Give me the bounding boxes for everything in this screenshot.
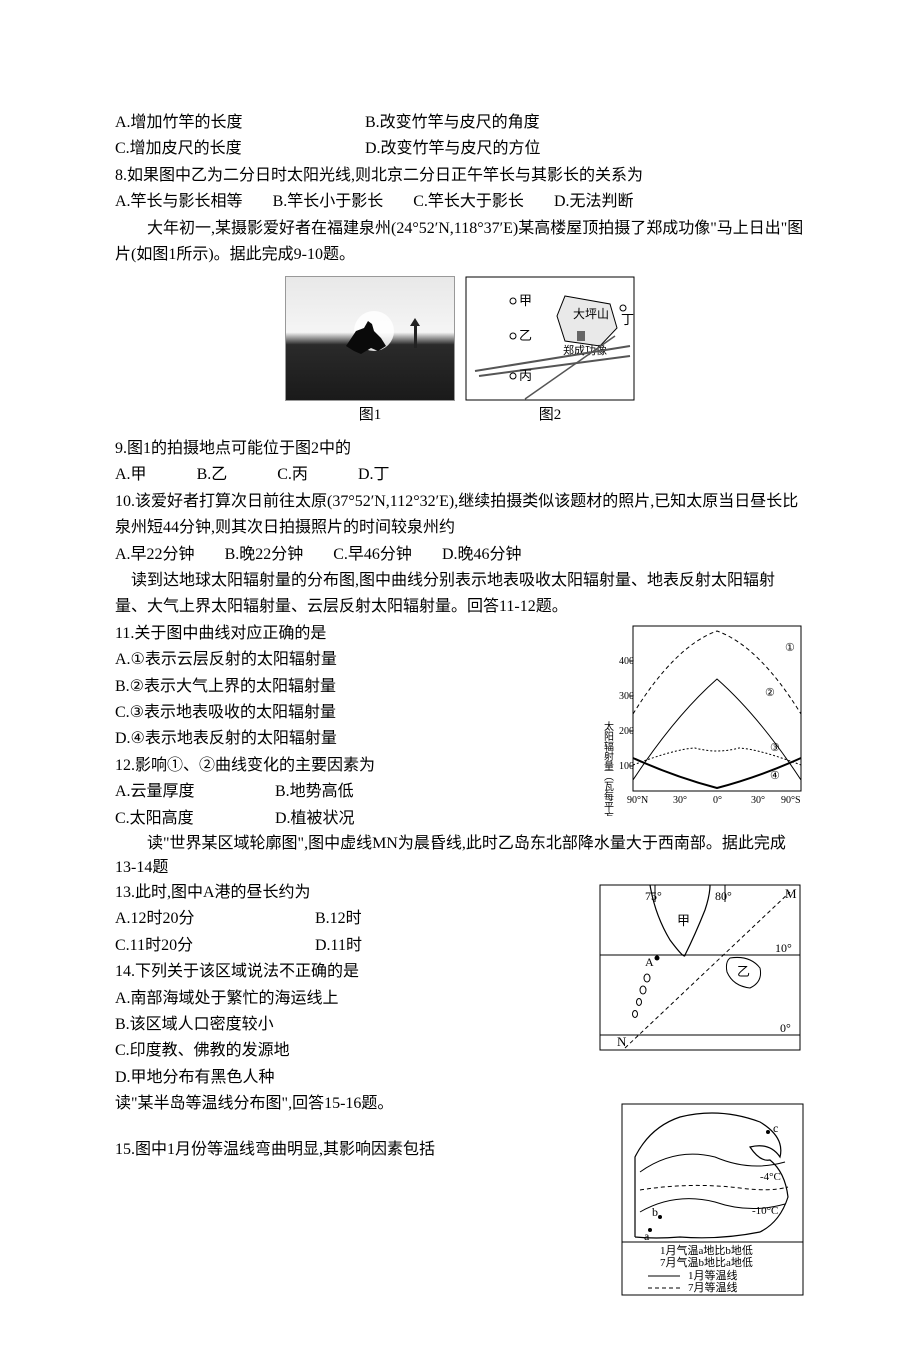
svg-text:b: b <box>652 1205 658 1219</box>
option-a: A.12时20分 <box>115 906 285 932</box>
svg-text:-4°C: -4°C <box>760 1171 781 1183</box>
svg-text:1月等温线: 1月等温线 <box>688 1268 738 1282</box>
option-a: A.早22分钟 <box>115 542 195 568</box>
isotherm-map: c -4°C -10°C a b 1月气温a地比b地低 7月气温b地比a地低 1… <box>620 1102 805 1297</box>
map-figure-2: 大坪山 郑成功像 甲 乙 丙 丁 <box>465 276 635 401</box>
figure-2: 大坪山 郑成功像 甲 乙 丙 丁 图2 <box>465 276 635 428</box>
q8-options: A.竿长与影长相等 B.竿长小于影长 C.竿长大于影长 D.无法判断 <box>115 189 805 215</box>
q13-options-row2: C.11时20分 D.11时 <box>115 933 585 959</box>
option-a: A.甲 <box>115 462 147 488</box>
option-a: A.增加竹竿的长度 <box>115 110 365 136</box>
q9-options: A.甲 B.乙 C.丙 D.丁 <box>115 462 805 488</box>
option-d: D.丁 <box>358 462 390 488</box>
q10-options: A.早22分钟 B.晚22分钟 C.早46分钟 D.晚46分钟 <box>115 542 805 568</box>
radiation-chart: 100 200 300 400 太阳辐射量（瓦每平方米） 90°N 30° 0°… <box>595 621 805 816</box>
option-b: B.晚22分钟 <box>225 542 304 568</box>
option-b: B.竿长小于影长 <box>273 189 384 215</box>
svg-text:90°N: 90°N <box>627 795 648 806</box>
q13-options-row1: A.12时20分 B.12时 <box>115 906 585 932</box>
svg-text:丁: 丁 <box>621 312 634 327</box>
region-map: 75° 80° 10° 0° M N 甲 A 乙 <box>595 880 805 1055</box>
svg-text:太阳辐射量（瓦每平方米）: 太阳辐射量（瓦每平方米） <box>602 720 614 816</box>
svg-text:丙: 丙 <box>519 368 532 383</box>
option-b: B.地势高低 <box>275 779 354 805</box>
option-a: A.竿长与影长相等 <box>115 189 243 215</box>
svg-text:④: ④ <box>770 770 780 782</box>
q10-stem: 10.该爱好者打算次日前往太原(37°52′N,112°32′E),继续拍摄类似… <box>115 489 805 542</box>
question-8: 8.如果图中乙为二分日时太阳光线,则北京二分日正午竿长与其影长的关系为 A.竿长… <box>115 163 805 216</box>
svg-text:1月气温a地比b地低: 1月气温a地比b地低 <box>660 1243 753 1257</box>
fig2-caption: 图2 <box>539 403 562 428</box>
option-b: B.改变竹竿与皮尺的角度 <box>365 110 805 136</box>
svg-text:②: ② <box>765 687 775 699</box>
fig1-caption: 图1 <box>359 403 382 428</box>
option-a: A.云量厚度 <box>115 779 245 805</box>
option-d: D.无法判断 <box>554 189 634 215</box>
svg-text:80°: 80° <box>715 889 732 903</box>
option-d: D.植被状况 <box>275 806 355 832</box>
svg-text:M: M <box>785 886 797 901</box>
svg-text:0°: 0° <box>713 795 722 806</box>
svg-text:7月等温线: 7月等温线 <box>688 1280 738 1294</box>
group-13-14-intro: 读"世界某区域轮廓图",图中虚线MN为晨昏线,此时乙岛东北部降水量大于西南部。据… <box>115 832 805 880</box>
option-c: C.丙 <box>277 462 308 488</box>
svg-text:乙: 乙 <box>519 328 532 343</box>
q12-options-row1: A.云量厚度 B.地势高低 <box>115 779 585 805</box>
q8-stem: 8.如果图中乙为二分日时太阳光线,则北京二分日正午竿长与其影长的关系为 <box>115 163 805 189</box>
option-c: C.早46分钟 <box>333 542 412 568</box>
svg-text:-10°C: -10°C <box>752 1205 778 1217</box>
option-b: B.12时 <box>315 906 362 932</box>
svg-text:a: a <box>644 1229 650 1243</box>
svg-text:7月气温b地比a地低: 7月气温b地比a地低 <box>660 1255 753 1269</box>
svg-text:A: A <box>645 955 654 969</box>
option-d: D.甲地分布有黑色人种 <box>115 1065 805 1091</box>
option-d: D.改变竹竿与皮尺的方位 <box>365 136 805 162</box>
q9-stem: 9.图1的拍摄地点可能位于图2中的 <box>115 436 805 462</box>
label-mountain: 大坪山 <box>573 307 609 321</box>
option-c: C.太阳高度 <box>115 806 245 832</box>
svg-text:甲: 甲 <box>677 913 690 928</box>
svg-text:③: ③ <box>770 742 780 754</box>
svg-text:90°S: 90°S <box>781 795 801 806</box>
svg-text:0°: 0° <box>780 1021 791 1035</box>
svg-text:乙: 乙 <box>737 964 750 979</box>
option-d: D.晚46分钟 <box>442 542 522 568</box>
svg-text:30°: 30° <box>673 795 687 806</box>
group-11-12-intro: 读到达地球太阳辐射量的分布图,图中曲线分别表示地表吸收太阳辐射量、地表反射太阳辐… <box>115 568 805 621</box>
figure-pair-1-2: 图1 大坪山 郑成功像 甲 乙 丙 丁 图2 <box>115 276 805 428</box>
option-c: C.竿长大于影长 <box>413 189 524 215</box>
question-9: 9.图1的拍摄地点可能位于图2中的 A.甲 B.乙 C.丙 D.丁 <box>115 436 805 489</box>
svg-text:10°: 10° <box>775 941 792 955</box>
svg-text:c: c <box>773 1121 778 1135</box>
option-c: C.11时20分 <box>115 933 285 959</box>
option-d: D.11时 <box>315 933 362 959</box>
svg-text:N: N <box>617 1034 627 1049</box>
svg-text:30°: 30° <box>751 795 765 806</box>
group-9-10-intro: 大年初一,某摄影爱好者在福建泉州(24°52′N,118°37′E)某高楼屋顶拍… <box>115 216 805 269</box>
figure-1: 图1 <box>285 276 455 428</box>
q12-options-row2: C.太阳高度 D.植被状况 <box>115 806 585 832</box>
option-b: B.乙 <box>197 462 228 488</box>
q7-options: A.增加竹竿的长度 B.改变竹竿与皮尺的角度 C.增加皮尺的长度 D.改变竹竿与… <box>115 110 805 163</box>
question-10: 10.该爱好者打算次日前往太原(37°52′N,112°32′E),继续拍摄类似… <box>115 489 805 568</box>
svg-text:甲: 甲 <box>519 293 532 308</box>
option-c: C.增加皮尺的长度 <box>115 136 365 162</box>
svg-text:①: ① <box>785 642 795 654</box>
